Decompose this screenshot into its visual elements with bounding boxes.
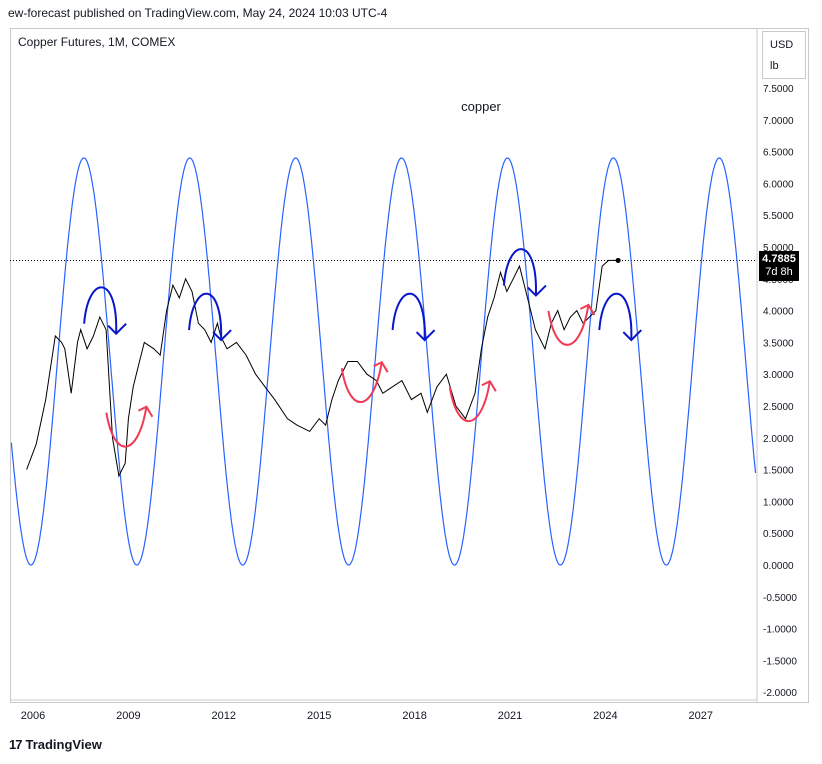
- price-series: [26, 257, 621, 478]
- down-arrowhead: [212, 329, 232, 342]
- chart-title: copper: [461, 99, 501, 114]
- cycle-series: [10, 157, 757, 566]
- last-price-dot: [615, 257, 621, 263]
- last-price-badge: 4.7885 7d 8h: [759, 251, 799, 281]
- y-axis-ticks: 7.50007.00006.50006.00005.50005.00004.50…: [763, 84, 797, 699]
- y-tick-label: 0.0000: [763, 561, 794, 572]
- y-tick-label: 3.5000: [763, 338, 794, 349]
- y-tick-label: 6.0000: [763, 179, 794, 190]
- tradingview-logo-text: TradingView: [25, 737, 102, 752]
- unit-label: lb: [770, 60, 779, 72]
- y-tick-label: 5.0000: [763, 243, 794, 254]
- down-curve-arrow: [502, 248, 537, 296]
- y-tick-label: 7.0000: [763, 116, 794, 127]
- up-arrowhead: [579, 303, 596, 316]
- publisher-header: ew-forecast published on TradingView.com…: [8, 6, 388, 20]
- tradingview-logo[interactable]: 17 TradingView: [9, 737, 102, 752]
- y-tick-label: -1.0000: [763, 625, 797, 636]
- x-tick-label: 2009: [116, 710, 140, 722]
- tradingview-logo-icon: 17: [9, 737, 23, 752]
- up-curve-arrow: [547, 304, 590, 346]
- x-tick-label: 2018: [402, 710, 426, 722]
- bar-countdown: 7d 8h: [765, 266, 793, 278]
- down-arrowhead: [622, 329, 643, 342]
- x-axis-ticks: 2006 2009 2012 2015 2018 2021 2024 2027: [21, 710, 713, 722]
- x-tick-label: 2024: [593, 710, 617, 722]
- x-tick-label: 2015: [307, 710, 331, 722]
- up-arrowhead: [481, 379, 497, 392]
- y-tick-label: 1.5000: [763, 466, 794, 477]
- y-tick-label: 2.0000: [763, 434, 794, 445]
- down-arrowhead: [527, 284, 547, 297]
- currency-label: USD: [770, 39, 794, 51]
- up-curve-arrow: [448, 381, 491, 423]
- y-tick-label: 1.0000: [763, 497, 794, 508]
- down-curve-arrow: [391, 292, 426, 341]
- down-curve-arrow: [188, 292, 223, 341]
- down-arrowhead: [107, 322, 127, 336]
- y-tick-label: 3.0000: [763, 370, 794, 381]
- up-curve-arrow: [105, 406, 148, 448]
- y-tick-label: 6.5000: [763, 148, 794, 159]
- x-tick-label: 2012: [212, 710, 236, 722]
- y-tick-label: 0.5000: [763, 529, 794, 540]
- up-curve-arrow: [340, 362, 383, 403]
- y-tick-label: -1.5000: [763, 656, 797, 667]
- x-tick-label: 2021: [498, 710, 522, 722]
- price-line: [26, 259, 619, 478]
- x-tick-label: 2027: [689, 710, 713, 722]
- annotations: [83, 248, 643, 448]
- down-curve-arrow: [598, 292, 633, 341]
- down-arrowhead: [415, 329, 436, 342]
- y-tick-label: 4.0000: [763, 307, 794, 318]
- last-price-value: 4.7885: [762, 253, 796, 265]
- up-arrowhead: [373, 360, 389, 373]
- y-tick-label: 2.5000: [763, 402, 794, 413]
- down-curve-arrow: [83, 286, 118, 334]
- y-tick-label: 7.5000: [763, 84, 794, 95]
- unit-selector[interactable]: USD lb: [762, 31, 806, 79]
- y-tick-label: -2.0000: [763, 688, 797, 699]
- cycle-line: [10, 157, 757, 566]
- y-tick-label: 5.5000: [763, 211, 794, 222]
- chart-frame: [10, 28, 809, 703]
- y-tick-label: -0.5000: [763, 593, 797, 604]
- up-arrowhead: [137, 405, 154, 418]
- x-tick-label: 2006: [21, 710, 45, 722]
- symbol-title[interactable]: Copper Futures, 1M, COMEX: [18, 35, 176, 49]
